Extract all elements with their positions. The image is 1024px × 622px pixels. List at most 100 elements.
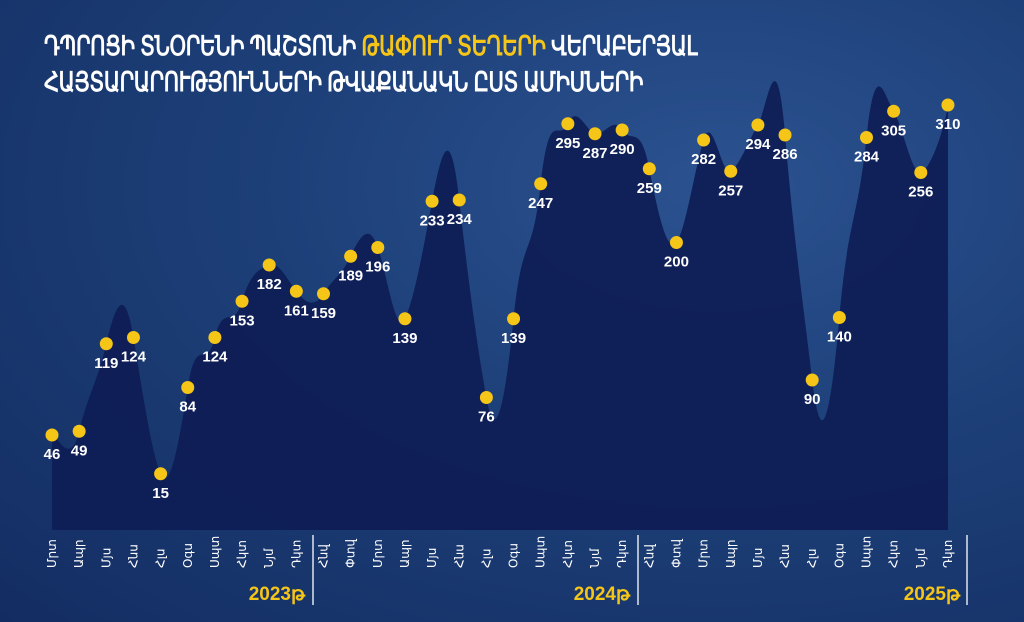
data-label: 139 [392, 330, 417, 347]
data-label: 284 [854, 149, 880, 166]
month-tick-label: Հկտ [561, 540, 575, 568]
month-tick-label: Ապր [398, 540, 412, 569]
month-tick-label: Մրտ [371, 539, 385, 568]
month-tick-label: Դկտ [289, 540, 303, 568]
month-tick-label: Հկտ [887, 540, 901, 568]
title-text: ՎԵՐԱԲԵՐՅԱԼ [550, 31, 698, 61]
month-tick-label: Հնս [126, 544, 140, 568]
data-point [99, 337, 113, 351]
data-point [425, 194, 439, 208]
data-label: 256 [908, 184, 933, 201]
data-label: 290 [610, 141, 635, 158]
month-tick-label: Հնվ [317, 544, 331, 568]
month-tick-label: Նյմ [914, 548, 928, 568]
title-line-1: ԴՊՐՈՑԻ ՏՆՕՐԵՆԻ ՊԱՇՏՈՆԻ ԹԱՓՈՒՐ ՏԵՂԵՐԻ ՎԵՐ… [44, 28, 698, 64]
data-label: 182 [257, 276, 282, 293]
data-label: 140 [827, 329, 852, 346]
data-label: 189 [338, 267, 363, 284]
title-line-2: ՀԱՅՏԱՐԱՐՈՒԹՅՈՒՆՆԵՐԻ ԹՎԱՔԱՆԱԿՆ ԸՍՏ ԱՄԻՍՆԵ… [44, 67, 644, 97]
data-point [805, 373, 819, 387]
data-point [615, 123, 629, 137]
data-point [452, 193, 466, 207]
month-tick-label: Մյս [751, 548, 765, 568]
month-tick-label: Մրտ [697, 539, 711, 568]
data-label: 76 [478, 409, 495, 426]
month-tick-label: Հլս [805, 549, 819, 568]
data-label: 234 [447, 211, 473, 228]
month-tick-label: Օգս [832, 543, 846, 568]
month-tick-label: Նյմ [588, 548, 602, 568]
data-label: 139 [501, 330, 526, 347]
month-tick-label: Մրտ [45, 539, 59, 568]
month-tick-label: Հնվ [642, 544, 656, 568]
month-tick-label: Հլս [154, 549, 168, 568]
data-point [561, 117, 575, 131]
data-point [914, 166, 928, 179]
data-label: 46 [44, 446, 61, 463]
data-label: 257 [718, 182, 743, 199]
data-label: 124 [202, 349, 228, 366]
data-label: 119 [94, 355, 118, 372]
data-label: 247 [528, 195, 553, 212]
month-tick-label: Ապր [72, 540, 86, 569]
data-point [208, 331, 222, 344]
data-label: 294 [745, 136, 771, 153]
data-point [235, 294, 249, 308]
month-tick-label: Նյմ [262, 548, 276, 568]
chart-title: ԴՊՐՈՑԻ ՏՆՕՐԵՆԻ ՊԱՇՏՈՆԻ ԹԱՓՈՒՐ ՏԵՂԵՐԻ ՎԵՐ… [44, 28, 698, 100]
data-label: 153 [230, 312, 255, 329]
month-tick-label: Օգս [507, 543, 521, 568]
month-tick-label: Հնս [452, 544, 466, 568]
data-point [507, 312, 521, 326]
year-label: 2025թ [904, 584, 961, 605]
data-label: 295 [555, 135, 580, 152]
month-tick-label: Հկտ [235, 540, 249, 568]
data-point [126, 331, 140, 344]
data-label: 233 [420, 212, 445, 229]
data-label: 196 [365, 259, 390, 276]
title-text: ԴՊՐՈՑԻ ՏՆՕՐԵՆԻ ՊԱՇՏՈՆԻ [44, 31, 356, 61]
data-point [289, 284, 303, 298]
data-label: 282 [691, 151, 716, 168]
data-point [669, 236, 683, 249]
month-tick-label: Սպտ [860, 536, 874, 568]
data-label: 84 [179, 399, 196, 416]
month-tick-label: Օգս [181, 543, 195, 568]
data-label: 124 [121, 349, 147, 366]
year-label: 2023թ [249, 584, 306, 605]
month-tick-label: Դկտ [941, 540, 955, 568]
data-label: 161 [284, 302, 309, 319]
month-tick-label: Սպտ [208, 536, 222, 568]
title-highlight: ԹԱՓՈՒՐ ՏԵՂԵՐԻ [361, 31, 546, 61]
month-tick-label: Դկտ [615, 540, 629, 568]
month-tick-label: Մյս [425, 548, 439, 568]
data-point [371, 241, 385, 254]
data-point [45, 428, 59, 442]
data-point [262, 258, 276, 272]
data-point [778, 128, 792, 142]
data-point [642, 162, 656, 176]
area-fill [52, 81, 948, 530]
data-label: 49 [71, 442, 88, 459]
data-point [398, 312, 412, 326]
data-point [860, 131, 873, 144]
data-label: 259 [637, 180, 662, 197]
data-point [479, 391, 493, 404]
data-point [317, 287, 330, 301]
data-point [534, 177, 548, 191]
month-tick-label: Ապր [724, 540, 738, 569]
data-label: 90 [804, 391, 821, 408]
data-label: 159 [311, 305, 336, 322]
month-tick-label: Սպտ [534, 536, 548, 568]
data-label: 310 [935, 116, 960, 133]
month-tick-label: Փտվ [344, 539, 358, 568]
data-point [181, 381, 195, 394]
data-label: 287 [582, 145, 607, 162]
data-point [344, 249, 358, 263]
data-point [154, 467, 168, 481]
data-point [724, 164, 738, 178]
data-point [941, 98, 955, 112]
year-label: 2024թ [574, 584, 631, 605]
data-point [697, 133, 711, 147]
